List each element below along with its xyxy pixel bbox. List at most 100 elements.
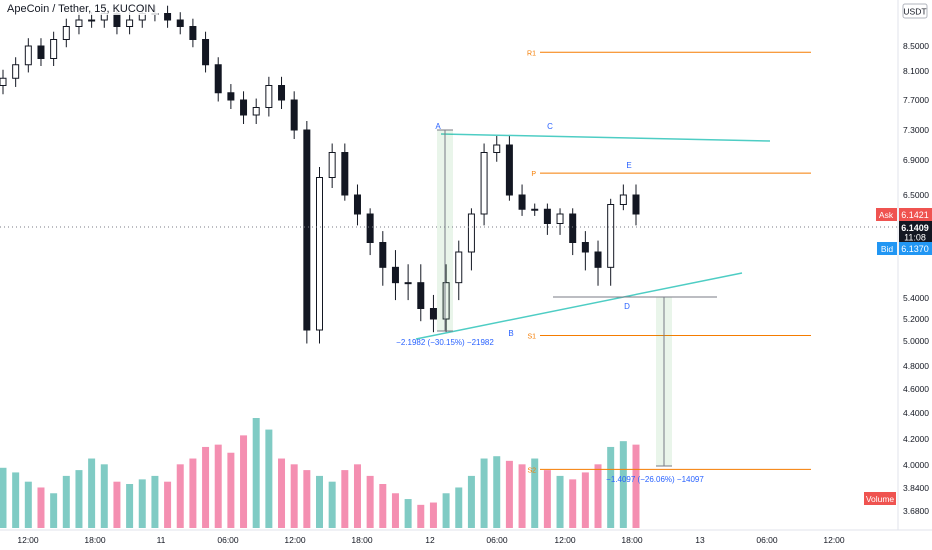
candle-up [252,107,260,116]
y-tick-label: 7.7000 [903,95,929,105]
candle-up [24,45,32,66]
candle-down [594,251,602,268]
volume-bar-down [176,464,184,528]
candle-down [227,92,235,101]
x-tick-label: 12:00 [17,535,39,545]
y-tick-label: 5.0000 [903,336,929,346]
last-price-box [899,221,932,243]
volume-bar-up [0,467,7,528]
candle-up [328,152,336,178]
volume-bar-up [455,487,463,528]
pivot-label: S1 [527,334,536,341]
volume-bar-up [100,464,108,528]
candle-down [632,194,640,215]
candle-down [429,308,437,320]
symbol-title[interactable]: ApeCoin / Tether, 15, KUCOIN [4,3,159,15]
candle-down [417,282,425,309]
volume-bar-up [480,458,488,528]
candle-up [88,19,96,22]
candle-up [404,282,412,285]
volume-bar-down [543,470,551,528]
candle-up [480,152,488,215]
candle-down [290,99,298,131]
candle-up [455,251,463,284]
wave-point-label: B [508,329,513,338]
candle-down [569,213,577,243]
volume-bar-up [88,458,96,528]
candle-down [214,64,222,94]
volume-bar-down [164,481,172,528]
x-axis-labels: 12:00 18:00 11 06:00 12:00 18:00 12 06:00 12:00 1… [17,535,845,545]
volume-bar-down [366,475,374,528]
volume-bar-up [252,418,260,528]
candle-up [442,282,450,320]
x-tick-label: 18:00 [621,535,643,545]
candle-down [189,26,197,40]
volume-bar-down [303,470,311,528]
bid-price-box [899,242,932,255]
volume-badge-box [864,492,896,505]
volume-bar-down [632,444,640,528]
candle-up [126,19,134,27]
candle-down [543,208,551,224]
price-layer [0,5,640,344]
y-tick-label: 4.0000 [903,460,929,470]
candle-up [607,204,615,268]
volume-bar-down [202,446,210,528]
volume-bar-down [341,470,349,528]
measure-label: −2.1982 (−30.15%) −21982 [396,338,494,347]
volume-bar-down [240,435,248,528]
candle-down [202,39,210,66]
lower-trendline[interactable] [415,272,743,340]
volume-bar-up [316,475,323,528]
candle-down [581,242,589,253]
bid-label: Bid [881,244,894,254]
x-tick-label: 06:00 [756,535,778,545]
volume-bar-up [75,470,83,528]
candle-up [75,19,83,27]
y-tick-label: 8.1000 [903,66,929,76]
x-tick-label: 12:00 [284,535,306,545]
x-tick-label: 06:00 [217,535,239,545]
volume-bar-down [505,460,513,528]
candle-down [518,194,526,210]
candle-down [391,266,399,284]
candle-up [493,144,501,153]
wave-point-label: E [626,161,631,170]
volume-bar-down [594,464,602,528]
candle-down [379,242,387,268]
volume-bar-up [619,441,627,528]
candle-down [37,45,45,59]
candle-down [353,194,361,215]
volume-bar-down [569,479,577,528]
candle-up [62,26,70,40]
volume-bar-down [37,487,45,528]
x-tick-label: 12:00 [823,535,845,545]
y-tick-label: 7.3000 [903,125,929,135]
ask-label: Ask [879,210,894,220]
upper-trendline[interactable] [440,133,771,142]
volume-bar-up [404,499,412,528]
x-tick-label: 06:00 [486,535,508,545]
candle-up [556,213,564,224]
wave-point-label: D [624,302,630,311]
bid-price: 6.1370 [901,244,929,254]
volume-bar-down [353,464,361,528]
bar-countdown: 11:08 [904,233,926,243]
volume-bar-up [138,479,146,528]
volume-bar-down [214,444,222,528]
candle-up [50,39,58,59]
candle-down [176,19,184,27]
x-tick-label: 18:00 [84,535,106,545]
currency-badge-box[interactable] [902,3,928,19]
volume-bar-down [278,458,286,528]
volume-bar-up [607,446,615,528]
volume-badge: Volume [866,494,895,504]
candle-down [366,213,374,243]
volume-bar-down [189,458,197,528]
candle-down [240,99,248,116]
candle-down [341,152,349,196]
x-tick-label: 12 [425,535,435,545]
